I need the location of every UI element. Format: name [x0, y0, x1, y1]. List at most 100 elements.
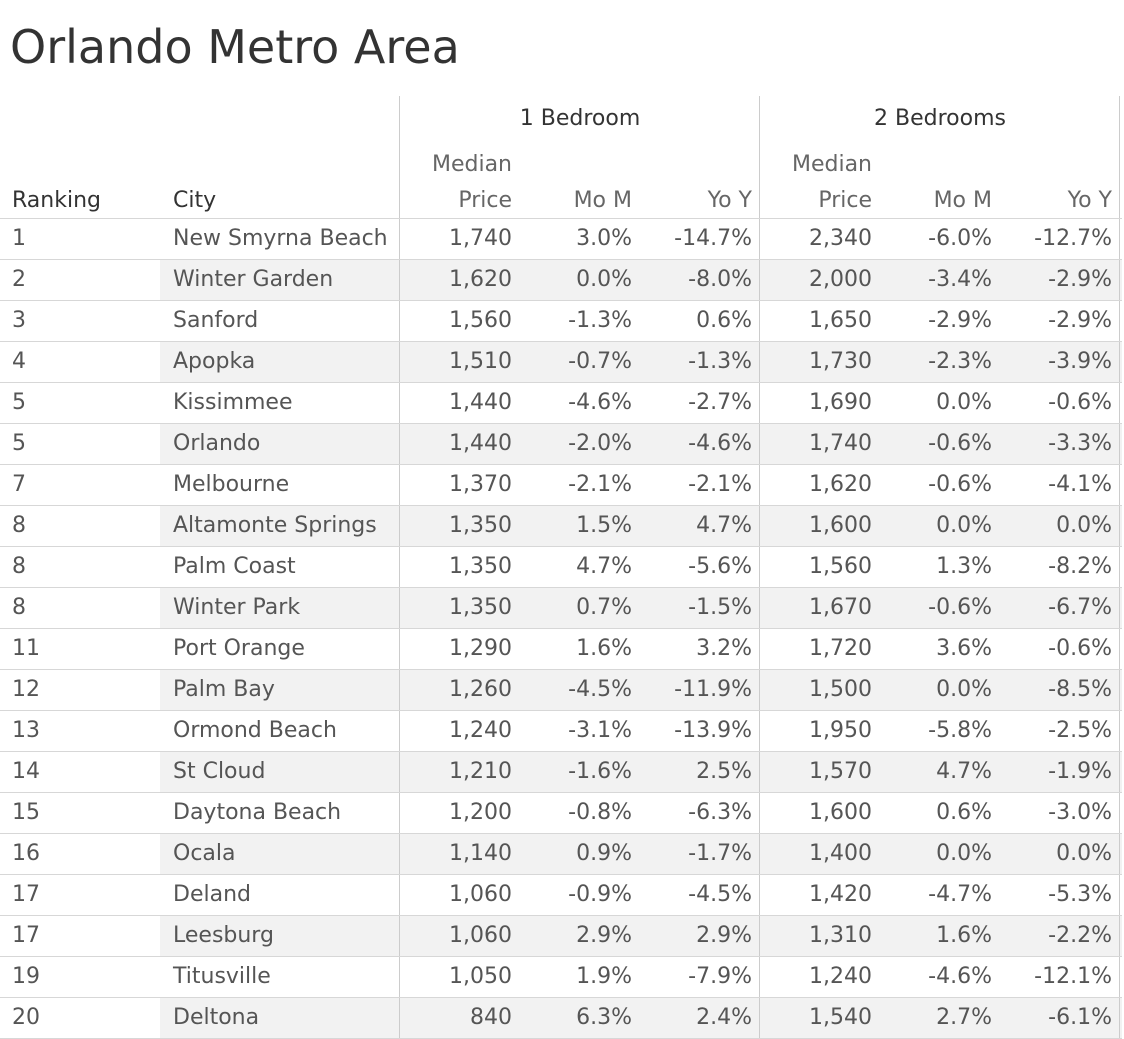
cell-b2-median-price: 2,000: [809, 267, 872, 292]
col-header-b2-median-line1: Median: [791, 152, 872, 177]
cell-b2-mom: -2.9%: [928, 308, 992, 333]
group-header-1-bedroom: 1 Bedroom: [519, 106, 641, 131]
cell-ranking: 11: [12, 636, 40, 661]
cell-b1-median-price: 1,510: [449, 349, 512, 374]
group-divider: [1119, 383, 1120, 423]
table-row: 8 Winter Park 1,350 0.7% -1.5% 1,670 -0.6% -6.7…: [0, 588, 1122, 629]
cell-b1-median-price: 1,290: [449, 636, 512, 661]
col-header-b2-median-line2: Price: [818, 188, 872, 213]
cell-city: Leesburg: [160, 916, 400, 956]
cell-ranking: 7: [12, 472, 26, 497]
cell-b2-mom: 3.6%: [936, 636, 992, 661]
header-divider: [399, 96, 400, 218]
cell-b2-median-price: 1,400: [809, 841, 872, 866]
cell-ranking: 14: [12, 759, 40, 784]
cell-b1-median-price: 1,370: [449, 472, 512, 497]
cell-b1-yoy: -14.7%: [674, 226, 752, 251]
group-divider: [759, 711, 760, 751]
cell-b2-median-price: 1,500: [809, 677, 872, 702]
cell-b1-median-price: 1,560: [449, 308, 512, 333]
cell-b2-yoy: -3.3%: [1048, 431, 1112, 456]
cell-b2-yoy: -12.1%: [1034, 964, 1112, 989]
cell-city: Winter Garden: [160, 260, 400, 300]
table-row: 20 Deltona 840 6.3% 2.4% 1,540 2.7% -6.1%: [0, 998, 1122, 1039]
rent-table: 1 Bedroom 2 Bedrooms Ranking City Median…: [0, 96, 1122, 1039]
cell-b2-mom: -6.0%: [928, 226, 992, 251]
table-row: 3 Sanford 1,560 -1.3% 0.6% 1,650 -2.9% -2.9%: [0, 301, 1122, 342]
group-divider: [759, 260, 760, 300]
cell-b2-median-price: 1,420: [809, 882, 872, 907]
cell-b1-yoy: -2.7%: [688, 390, 752, 415]
cell-b1-yoy: -2.1%: [688, 472, 752, 497]
cell-b2-median-price: 1,540: [809, 1005, 872, 1030]
header-divider: [1119, 96, 1120, 218]
group-divider: [759, 793, 760, 833]
cell-b2-median-price: 1,600: [809, 800, 872, 825]
cell-b1-mom: -0.8%: [568, 800, 632, 825]
cell-b1-median-price: 1,440: [449, 390, 512, 415]
cell-b1-median-price: 1,350: [449, 595, 512, 620]
cell-b1-mom: 6.3%: [576, 1005, 632, 1030]
cell-b1-yoy: -5.6%: [688, 554, 752, 579]
col-header-ranking: Ranking: [12, 188, 101, 213]
group-divider: [1119, 465, 1120, 505]
cell-city: Apopka: [160, 342, 400, 382]
group-divider: [759, 916, 760, 956]
cell-ranking: 1: [12, 226, 26, 251]
cell-b1-yoy: 2.5%: [696, 759, 752, 784]
group-divider: [1119, 752, 1120, 792]
cell-b2-mom: 0.0%: [936, 513, 992, 538]
cell-b1-yoy: -4.6%: [688, 431, 752, 456]
table-row: 13 Ormond Beach 1,240 -3.1% -13.9% 1,950 -5.8%…: [0, 711, 1122, 752]
cell-city: Altamonte Springs: [160, 506, 400, 546]
table-row: 7 Melbourne 1,370 -2.1% -2.1% 1,620 -0.6% -4.1%: [0, 465, 1122, 506]
group-divider: [759, 465, 760, 505]
cell-b1-median-price: 1,210: [449, 759, 512, 784]
row-values-band: [400, 752, 1122, 792]
group-divider: [1119, 629, 1120, 669]
cell-b2-mom: -4.7%: [928, 882, 992, 907]
table-body: 1 New Smyrna Beach 1,740 3.0% -14.7% 2,340 -6.…: [0, 219, 1122, 1039]
cell-b1-yoy: -11.9%: [674, 677, 752, 702]
cell-b2-yoy: -2.9%: [1048, 308, 1112, 333]
cell-b1-mom: 0.7%: [576, 595, 632, 620]
cell-b2-median-price: 1,240: [809, 964, 872, 989]
cell-b2-median-price: 1,690: [809, 390, 872, 415]
table-row: 17 Deland 1,060 -0.9% -4.5% 1,420 -4.7% -5.3%: [0, 875, 1122, 916]
group-divider: [1119, 916, 1120, 956]
cell-b2-mom: 0.0%: [936, 841, 992, 866]
cell-b1-yoy: -4.5%: [688, 882, 752, 907]
cell-ranking: 13: [12, 718, 40, 743]
group-divider: [1119, 793, 1120, 833]
cell-b2-mom: 1.6%: [936, 923, 992, 948]
cell-b1-mom: -4.6%: [568, 390, 632, 415]
cell-b1-yoy: 0.6%: [696, 308, 752, 333]
cell-ranking: 5: [12, 390, 26, 415]
cell-b2-yoy: -8.2%: [1048, 554, 1112, 579]
cell-b1-yoy: 2.4%: [696, 1005, 752, 1030]
cell-ranking: 16: [12, 841, 40, 866]
cell-b2-yoy: -12.7%: [1034, 226, 1112, 251]
cell-b1-mom: -0.9%: [568, 882, 632, 907]
row-values-band: [400, 260, 1122, 300]
cell-city: Palm Bay: [160, 670, 400, 710]
cell-ranking: 3: [12, 308, 26, 333]
cell-b2-median-price: 1,730: [809, 349, 872, 374]
cell-b2-mom: 0.0%: [936, 390, 992, 415]
col-header-b2-yoy: Yo Y: [1067, 188, 1112, 213]
cell-city: Ormond Beach: [160, 711, 400, 751]
group-divider: [1119, 547, 1120, 587]
cell-b1-mom: -4.5%: [568, 677, 632, 702]
table-row: 8 Altamonte Springs 1,350 1.5% 4.7% 1,600 0.0%…: [0, 506, 1122, 547]
cell-b1-yoy: 3.2%: [696, 636, 752, 661]
cell-b1-median-price: 1,060: [449, 923, 512, 948]
cell-b1-yoy: -1.5%: [688, 595, 752, 620]
group-header-2-bedrooms: 2 Bedrooms: [874, 106, 1006, 131]
cell-ranking: 2: [12, 267, 26, 292]
group-divider: [1119, 875, 1120, 915]
table-row: 4 Apopka 1,510 -0.7% -1.3% 1,730 -2.3% -3.9%: [0, 342, 1122, 383]
cell-b2-yoy: -6.7%: [1048, 595, 1112, 620]
group-divider: [1119, 424, 1120, 464]
group-divider: [1119, 260, 1120, 300]
cell-ranking: 17: [12, 923, 40, 948]
